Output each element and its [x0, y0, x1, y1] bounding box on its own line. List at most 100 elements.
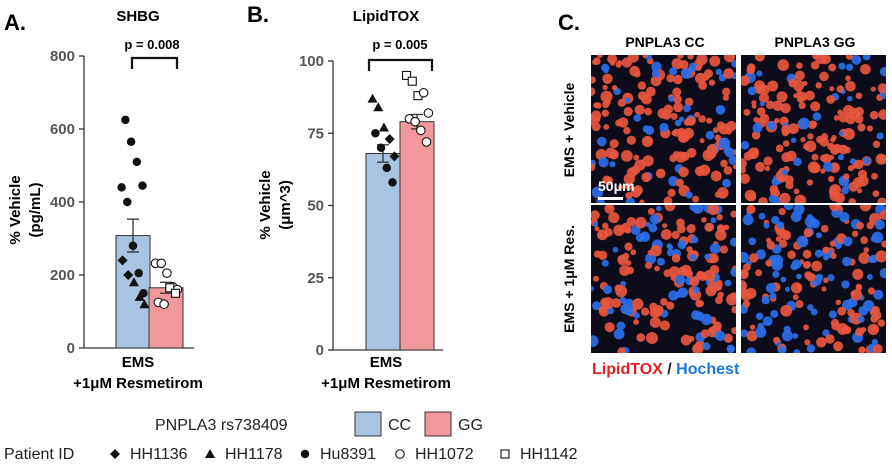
micro-row-label-res: EMS + 1μM Res. — [561, 225, 577, 333]
data-point — [128, 241, 138, 251]
chart-a-title: SHBG — [116, 8, 159, 25]
data-point — [162, 268, 172, 278]
legend-marker-hh1136 — [110, 449, 120, 459]
data-point — [117, 255, 128, 266]
chart-b-pvalue: p = 0.005 — [372, 37, 427, 52]
data-point — [389, 151, 400, 162]
genotype-legend: PNPLA3 rs738409 CC GG — [155, 411, 483, 437]
data-point — [371, 129, 380, 138]
data-point — [415, 125, 426, 136]
y-tick-label: 50 — [307, 198, 324, 215]
chart-a-ylabel-line2: (pg/mL) — [27, 183, 44, 238]
legend-label-gg: GG — [458, 417, 483, 434]
data-point — [410, 116, 420, 127]
chart-b-ylabel-line2: (μm^3) — [277, 180, 294, 230]
legend-marker-hh1178 — [205, 449, 215, 458]
data-point — [117, 183, 126, 192]
data-point — [170, 288, 181, 298]
micrograph-panel: PNPLA3 CC PNPLA3 GG EMS + Vehicle EMS + … — [561, 34, 886, 378]
data-point — [367, 93, 378, 103]
chart-a-xlabel-line2: +1μM Resmetirom — [73, 375, 203, 392]
data-point — [139, 289, 148, 298]
significance-bracket — [130, 56, 179, 69]
data-point — [165, 283, 175, 293]
genotype-legend-title: PNPLA3 rs738409 — [155, 417, 288, 434]
y-tick-label: 25 — [307, 270, 324, 287]
data-point — [123, 270, 134, 280]
data-point — [139, 299, 150, 309]
legend-marker-hh1072 — [395, 449, 405, 459]
data-point — [421, 137, 432, 147]
data-point — [132, 157, 142, 167]
data-point — [128, 277, 139, 287]
y-tick-label: 100 — [299, 53, 324, 70]
data-point — [138, 181, 147, 190]
chart-a-xlabel-line1: EMS — [122, 354, 155, 371]
chart-a: SHBG % Vehicle (pg/mL) EMS +1μM Resmetir… — [7, 8, 203, 392]
data-point — [159, 299, 169, 310]
scale-bar-label: 50μm — [598, 178, 635, 194]
micrograph-image — [741, 205, 886, 353]
chart-b-xlabel-line2: +1μM Resmetirom — [321, 375, 451, 392]
data-point — [384, 134, 395, 145]
panel-c-letter: C. — [558, 10, 580, 35]
y-tick-label: 600 — [50, 121, 75, 138]
panel-a-letter: A. — [4, 10, 26, 35]
micrograph-image — [741, 55, 886, 203]
data-point — [134, 268, 143, 278]
data-point — [401, 70, 412, 80]
caption-lipidtox: LipidTOX — [592, 361, 663, 378]
data-point — [388, 178, 397, 187]
scale-bar — [598, 197, 623, 200]
data-point — [376, 143, 386, 152]
micro-caption: LipidTOX / Hochest — [592, 361, 740, 378]
legend-patient-hu8391: Hu8391 — [320, 446, 376, 463]
y-tick-label: 0 — [316, 342, 324, 359]
chart-a-ylabel-line1: % Vehicle — [7, 175, 24, 244]
data-point — [418, 87, 429, 98]
data-point — [407, 76, 417, 86]
chart-b-xlabel-line1: EMS — [370, 354, 403, 371]
significance-bracket — [367, 58, 434, 71]
data-point — [134, 291, 145, 301]
patient-legend-title: Patient ID — [4, 446, 74, 463]
data-point — [126, 137, 136, 147]
y-tick-label: 0 — [67, 340, 75, 357]
patient-legend: Patient ID HH1136 HH1178 Hu8391 HH1072 HH114… — [4, 446, 578, 463]
legend-patient-hh1142: HH1142 — [520, 446, 578, 463]
legend-swatch-cc — [354, 411, 382, 437]
caption-separator: / — [663, 361, 676, 378]
legend-label-cc: CC — [388, 417, 411, 434]
legend-marker-hu8391 — [300, 449, 310, 459]
legend-patient-hh1072: HH1072 — [415, 446, 474, 463]
y-tick-label: 400 — [50, 194, 75, 211]
micrograph-image — [591, 205, 736, 353]
micro-row-label-vehicle: EMS + Vehicle — [561, 83, 577, 178]
chart-a-pvalue: p = 0.008 — [124, 37, 179, 52]
data-point — [121, 115, 130, 125]
caption-hochest: Hochest — [676, 361, 740, 378]
y-tick-label: 75 — [307, 125, 324, 142]
chart-b-title: LipidTOX — [353, 8, 419, 25]
micro-col-label-gg: PNPLA3 GG — [775, 34, 856, 50]
bar-cc — [365, 152, 401, 351]
y-tick-label: 800 — [50, 48, 75, 65]
data-point — [156, 258, 167, 269]
chart-b-ylabel-line1: % Vehicle — [257, 170, 274, 239]
data-point — [373, 102, 384, 112]
data-point — [382, 163, 392, 173]
micro-col-label-cc: PNPLA3 CC — [625, 34, 704, 50]
data-point — [378, 122, 389, 132]
data-point — [123, 197, 132, 207]
legend-swatch-gg — [424, 411, 452, 437]
bar-gg — [399, 121, 435, 351]
legend-patient-hh1178: HH1178 — [225, 446, 283, 463]
data-point — [423, 108, 434, 118]
legend-marker-hh1142 — [500, 449, 510, 459]
legend-patient-hh1136: HH1136 — [130, 446, 188, 463]
panel-b-letter: B. — [247, 2, 269, 27]
micrograph-image — [591, 55, 736, 203]
y-tick-label: 200 — [50, 267, 75, 284]
chart-b: LipidTOX % Vehicle (μm^3) EMS +1μM Resme… — [257, 8, 451, 392]
